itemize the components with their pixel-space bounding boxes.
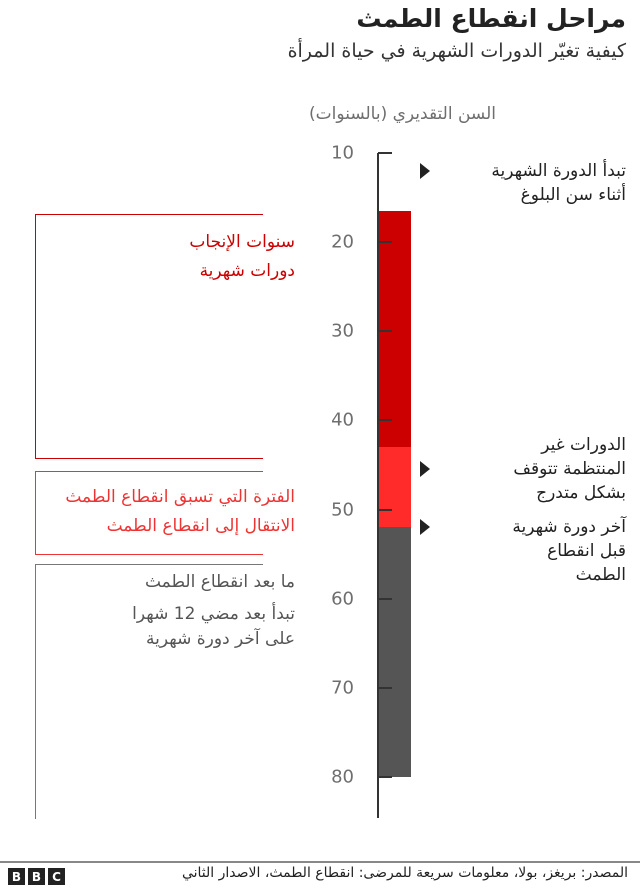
tick-mark bbox=[378, 508, 392, 511]
tick-mark bbox=[378, 419, 392, 422]
tick-mark bbox=[378, 330, 392, 333]
logo-letter: B bbox=[28, 868, 45, 885]
phase-label-line: الفترة التي تسبق انقطاع الطمث bbox=[65, 487, 295, 507]
arrow-right-icon bbox=[420, 519, 430, 536]
annotation: الدورات غير المنتظمة تتوقف بشكل متدرج bbox=[513, 433, 626, 505]
phase-bracket bbox=[35, 471, 263, 555]
arrow-right-icon bbox=[420, 461, 430, 478]
phase-label-line: تبدأ بعد مضي 12 شهرا bbox=[132, 604, 295, 624]
phase-label-line: الانتقال إلى انقطاع الطمث bbox=[106, 516, 295, 536]
bar-segment bbox=[379, 527, 411, 777]
annotation-line: بشكل متدرج bbox=[536, 483, 626, 504]
tick-label: 20 bbox=[331, 231, 354, 253]
tick-label: 60 bbox=[331, 588, 354, 610]
phase-bracket bbox=[35, 214, 263, 459]
tick-label: 40 bbox=[331, 409, 354, 431]
phase-label-line: ما بعد انقطاع الطمث bbox=[144, 572, 295, 592]
tick-label: 10 bbox=[331, 142, 354, 164]
tick-mark bbox=[378, 241, 392, 244]
chart-title: مراحل انقطاع الطمث bbox=[356, 4, 626, 33]
phase-bracket bbox=[35, 564, 263, 819]
chart-subtitle: كيفية تغيّر الدورات الشهرية في حياة المر… bbox=[287, 40, 626, 62]
phase-label-line: دورات شهرية bbox=[199, 261, 295, 281]
annotation-line: الدورات غير bbox=[541, 435, 626, 456]
tick-label: 50 bbox=[331, 499, 354, 521]
axis-label: السن التقديري (بالسنوات) bbox=[309, 104, 496, 124]
annotation-line: أثناء سن البلوغ bbox=[520, 184, 626, 205]
tick-label: 70 bbox=[331, 677, 354, 699]
annotation-line: الطمث bbox=[575, 565, 626, 586]
tick-mark bbox=[378, 776, 392, 778]
annotation-line: تبدأ الدورة الشهرية bbox=[491, 160, 626, 181]
phase-label: الفترة التي تسبق انقطاع الطمث الانتقال إل… bbox=[65, 483, 295, 541]
bar-segment bbox=[379, 210, 411, 448]
annotation-line: آخر دورة شهرية bbox=[512, 517, 626, 538]
annotation: آخر دورة شهرية قبل انقطاع الطمث bbox=[512, 515, 626, 587]
tick-mark bbox=[378, 597, 392, 600]
phase-label: ما بعد انقطاع الطمث تبدأ بعد مضي 12 شهرا ع… bbox=[132, 568, 295, 652]
phase-label-line: سنوات الإنجاب bbox=[189, 232, 295, 252]
phase-label-line: على آخر دورة شهرية bbox=[146, 629, 295, 649]
tick-mark bbox=[378, 152, 392, 154]
tick-label: 30 bbox=[331, 320, 354, 342]
tick-label: 80 bbox=[331, 766, 354, 788]
logo-letter: C bbox=[48, 868, 65, 885]
annotation: تبدأ الدورة الشهرية أثناء سن البلوغ bbox=[491, 159, 626, 207]
annotation-line: قبل انقطاع bbox=[547, 541, 626, 562]
source-note: المصدر: بريغز، بولا، معلومات سريعة للمرض… bbox=[181, 865, 628, 881]
arrow-right-icon bbox=[420, 162, 430, 179]
footer-divider bbox=[0, 861, 640, 863]
bar-segment bbox=[379, 447, 411, 528]
tick-mark bbox=[378, 686, 392, 689]
axis-line bbox=[377, 153, 379, 818]
logo-letter: B bbox=[8, 868, 25, 885]
annotation-line: المنتظمة تتوقف bbox=[513, 459, 626, 480]
phase-label: سنوات الإنجاب دورات شهرية bbox=[189, 228, 295, 286]
